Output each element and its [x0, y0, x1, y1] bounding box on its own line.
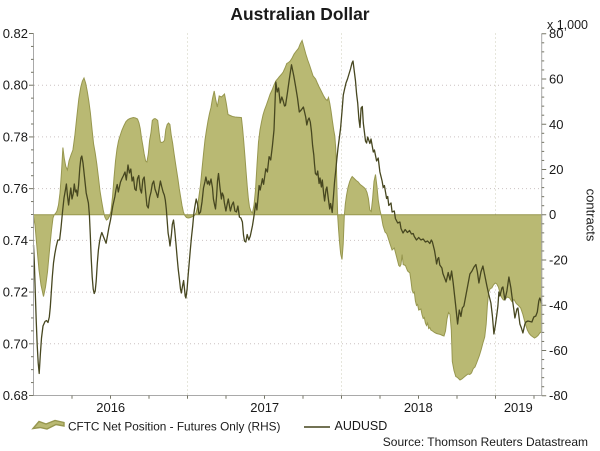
svg-text:0.72: 0.72 — [3, 285, 28, 300]
svg-text:CFTC Net Position - Futures On: CFTC Net Position - Futures Only (RHS) — [68, 420, 280, 434]
svg-text:-60: -60 — [549, 343, 568, 358]
svg-text:20: 20 — [549, 162, 563, 177]
svg-text:2016: 2016 — [96, 400, 125, 415]
svg-text:80: 80 — [549, 26, 563, 41]
svg-text:0.80: 0.80 — [3, 78, 28, 93]
svg-text:Source: Thomson Reuters Datast: Source: Thomson Reuters Datastream — [383, 435, 588, 449]
svg-text:60: 60 — [549, 72, 563, 87]
svg-text:0.68: 0.68 — [3, 388, 28, 403]
svg-text:0.76: 0.76 — [3, 181, 28, 196]
svg-text:2018: 2018 — [404, 400, 433, 415]
svg-text:0.74: 0.74 — [3, 233, 28, 248]
svg-text:AUDUSD: AUDUSD — [335, 419, 388, 433]
svg-text:-40: -40 — [549, 298, 568, 313]
svg-text:0.78: 0.78 — [3, 129, 28, 144]
svg-text:Australian Dollar: Australian Dollar — [230, 4, 369, 24]
svg-text:0.82: 0.82 — [3, 26, 28, 41]
svg-text:40: 40 — [549, 117, 563, 132]
svg-text:2017: 2017 — [250, 400, 279, 415]
svg-text:-20: -20 — [549, 253, 568, 268]
svg-text:0.70: 0.70 — [3, 336, 28, 351]
svg-text:contracts: contracts — [584, 189, 599, 242]
svg-text:2019: 2019 — [504, 400, 533, 415]
svg-text:0: 0 — [549, 207, 556, 222]
svg-text:x 1,000: x 1,000 — [547, 18, 588, 32]
svg-text:-80: -80 — [549, 388, 568, 403]
